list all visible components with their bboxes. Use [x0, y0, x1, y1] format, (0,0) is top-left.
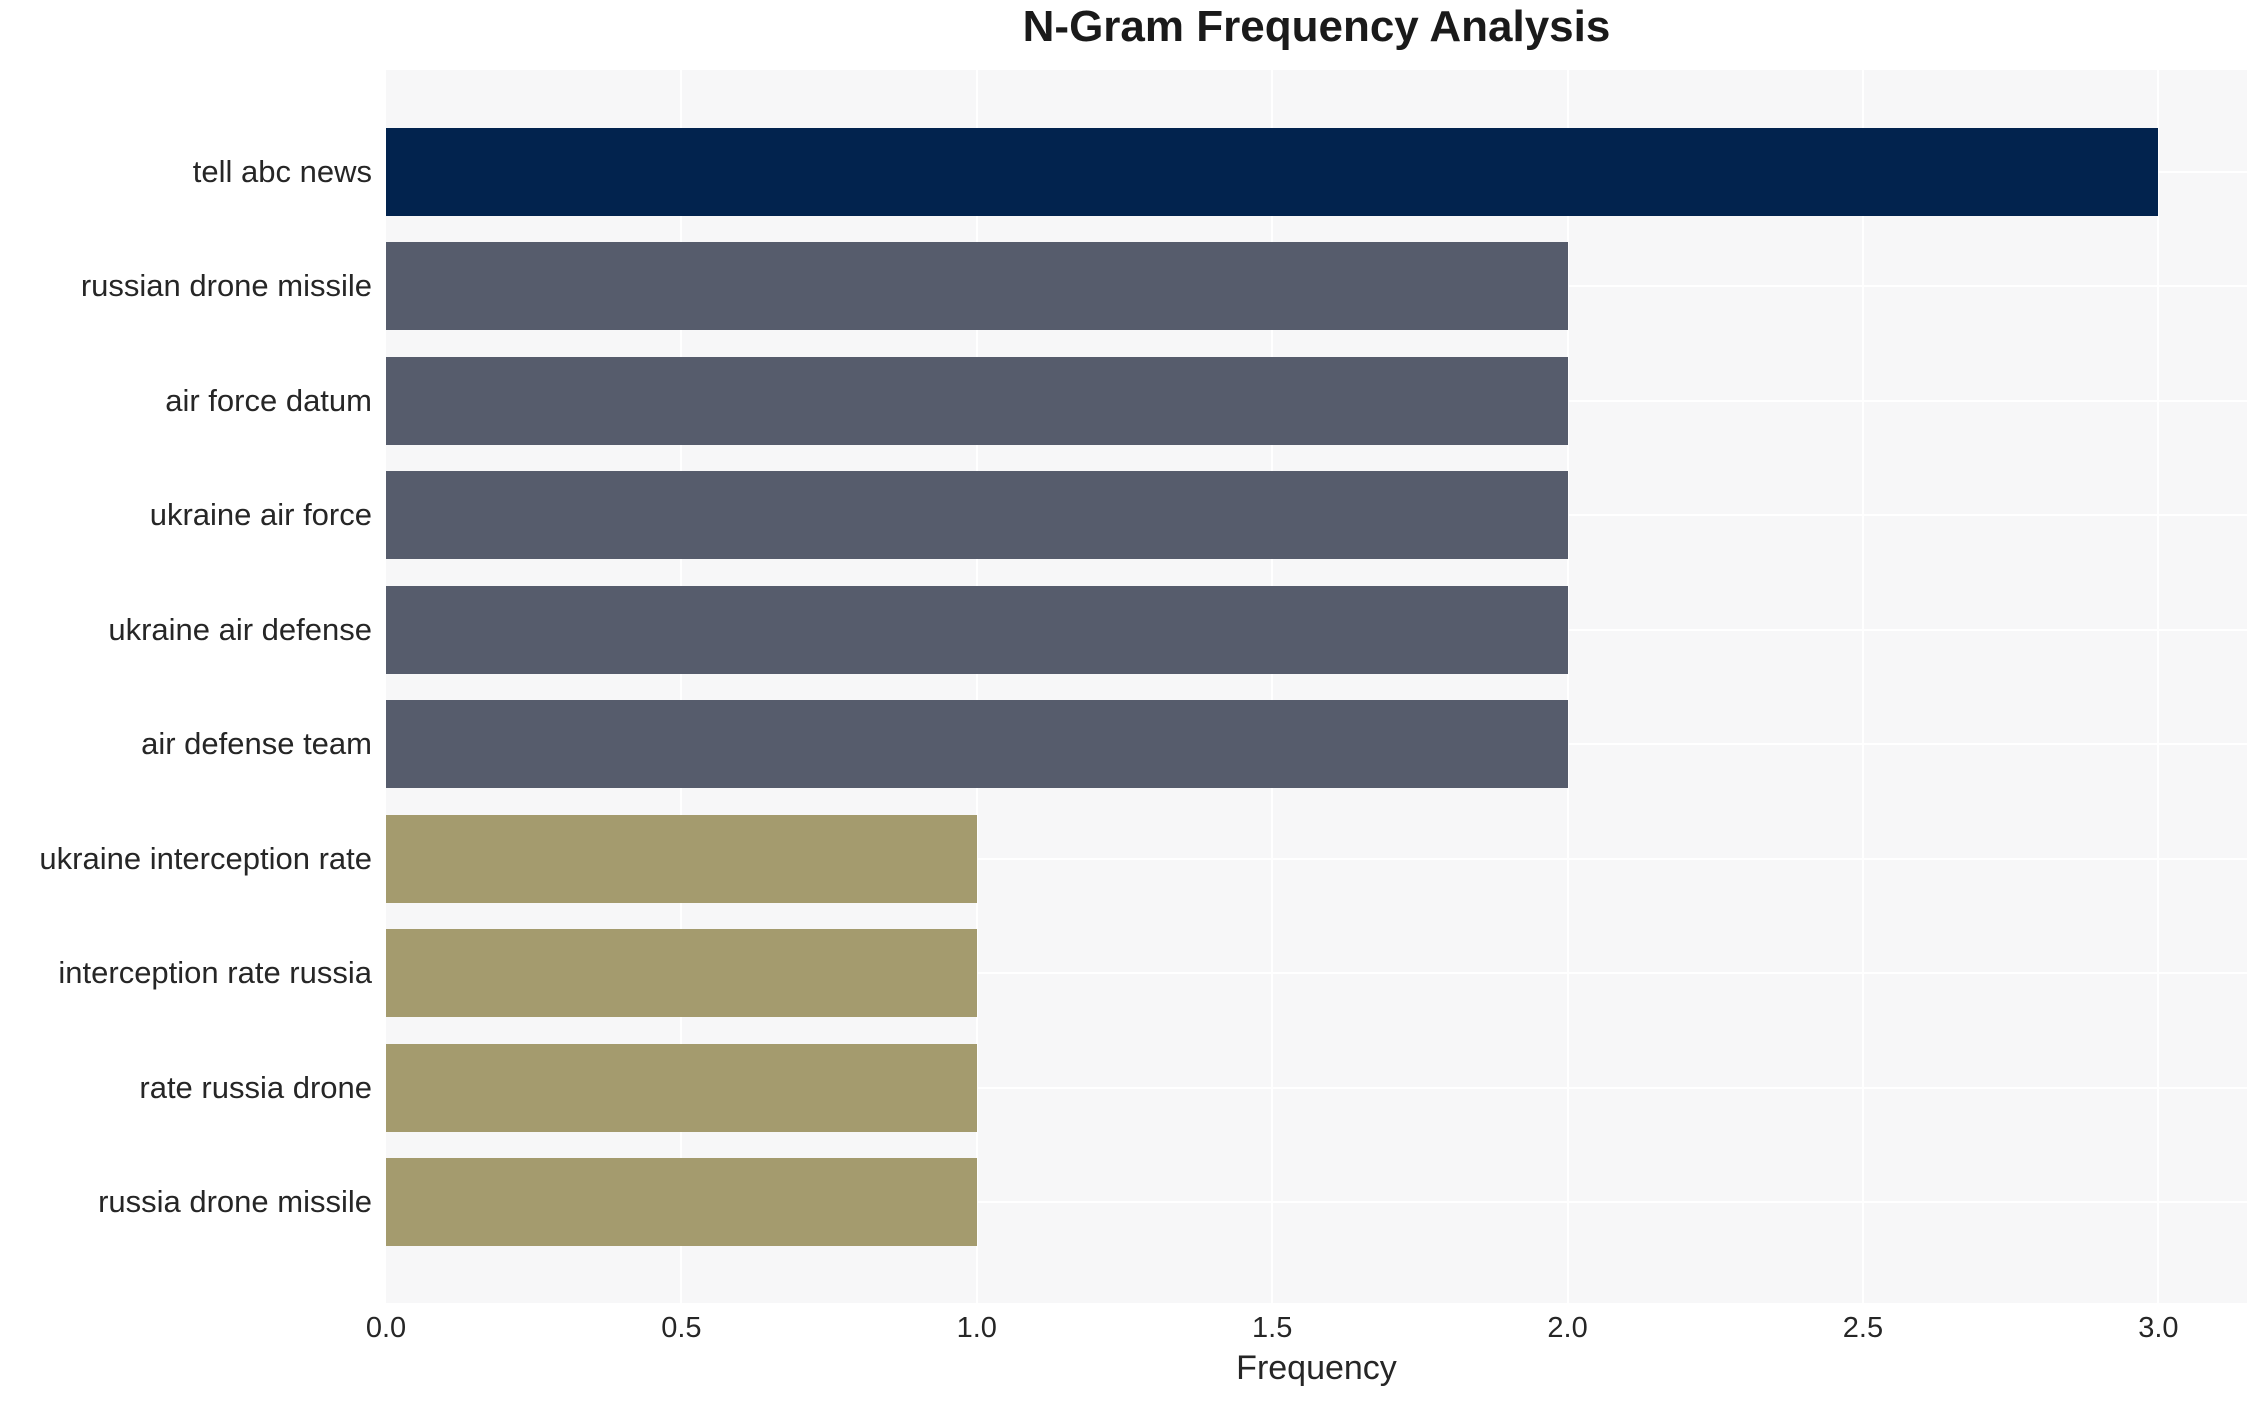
gridline-x-2: [1566, 70, 1569, 1303]
bar-interception-rate-russia: [386, 929, 977, 1018]
ytick-label-tell-abc-news: tell abc news: [192, 154, 372, 189]
bar-russian-drone-missile: [386, 242, 1568, 331]
bar-tell-abc-news: [386, 128, 2159, 216]
xtick-label-1.5: 1.5: [1252, 1312, 1293, 1344]
gridline-y-interception-rate-russia: [386, 972, 2247, 975]
chart-title: N-Gram Frequency Analysis: [1022, 2, 1611, 51]
ytick-label-air-force-datum: air force datum: [165, 382, 372, 418]
xtick-label-2.5: 2.5: [1842, 1312, 1884, 1344]
bar-ukraine-air-force: [386, 471, 1568, 560]
xtick-label-1.0: 1.0: [956, 1312, 997, 1344]
xtick-label-2.0: 2.0: [1547, 1312, 1588, 1344]
gridline-x-3: [2157, 70, 2160, 1303]
plot-area: [386, 70, 2247, 1303]
ytick-label-ukraine-air-force: ukraine air force: [149, 497, 372, 533]
ytick-label-russian-drone-missile: russian drone missile: [80, 268, 372, 304]
ytick-label-rate-russia-drone: rate russia drone: [139, 1069, 372, 1105]
ytick-label-ukraine-interception-rate: ukraine interception rate: [39, 840, 372, 876]
gridline-x-0.5: [680, 70, 683, 1303]
x-axis-label: Frequency: [1236, 1349, 1397, 1387]
gridline-y-ukraine-interception-rate: [386, 857, 2247, 860]
xtick-label-0.0: 0.0: [365, 1312, 407, 1344]
gridline-x-1.5: [1271, 70, 1274, 1303]
gridline-y-russia-drone-missile: [386, 1200, 2247, 1203]
ytick-label-ukraine-air-defense: ukraine air defense: [108, 611, 372, 647]
bar-air-force-datum: [386, 356, 1568, 445]
gridline-x-2.5: [1861, 70, 1864, 1303]
ytick-label-russia-drone-missile: russia drone missile: [98, 1183, 372, 1219]
bar-ukraine-interception-rate: [386, 814, 977, 903]
bar-russia-drone-missile: [386, 1157, 977, 1246]
xtick-label-3.0: 3.0: [2138, 1312, 2179, 1344]
gridline-x-1: [975, 70, 978, 1303]
bar-rate-russia-drone: [386, 1043, 977, 1132]
ytick-label-interception-rate-russia: interception rate russia: [58, 955, 372, 991]
gridline-y-rate-russia-drone: [386, 1086, 2247, 1089]
bar-ukraine-air-defense: [386, 585, 1568, 674]
bar-air-defense-team: [386, 700, 1568, 789]
ytick-label-air-defense-team: air defense team: [141, 726, 372, 762]
xtick-label-0.5: 0.5: [661, 1312, 702, 1344]
